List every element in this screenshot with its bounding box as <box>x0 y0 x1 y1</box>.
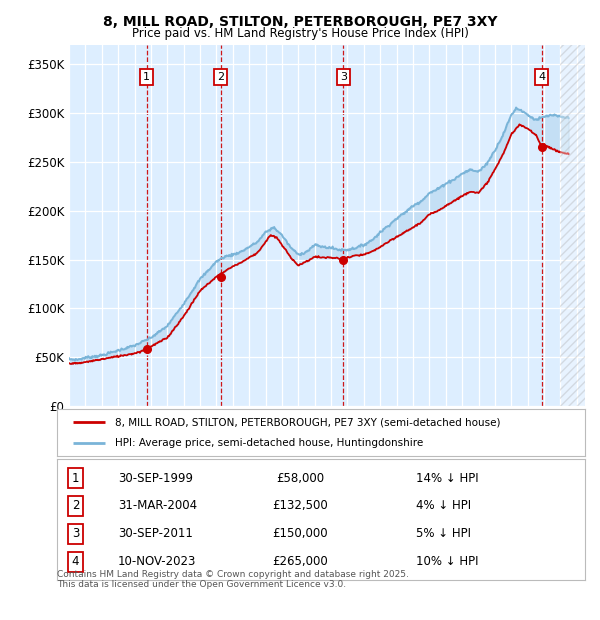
Text: Price paid vs. HM Land Registry's House Price Index (HPI): Price paid vs. HM Land Registry's House … <box>131 27 469 40</box>
Text: This data is licensed under the Open Government Licence v3.0.: This data is licensed under the Open Gov… <box>57 580 346 589</box>
Text: Contains HM Land Registry data © Crown copyright and database right 2025.: Contains HM Land Registry data © Crown c… <box>57 570 409 580</box>
Text: 2: 2 <box>72 500 79 513</box>
Text: 30-SEP-1999: 30-SEP-1999 <box>118 472 193 485</box>
Text: 3: 3 <box>72 527 79 540</box>
Text: £132,500: £132,500 <box>272 500 328 513</box>
Text: HPI: Average price, semi-detached house, Huntingdonshire: HPI: Average price, semi-detached house,… <box>115 438 424 448</box>
Text: 10% ↓ HPI: 10% ↓ HPI <box>416 555 479 568</box>
Text: 10-NOV-2023: 10-NOV-2023 <box>118 555 196 568</box>
Text: 3: 3 <box>340 72 347 82</box>
Text: £265,000: £265,000 <box>272 555 328 568</box>
Text: 31-MAR-2004: 31-MAR-2004 <box>118 500 197 513</box>
Text: 4: 4 <box>72 555 79 568</box>
Text: 2: 2 <box>217 72 224 82</box>
Text: 5% ↓ HPI: 5% ↓ HPI <box>416 527 471 540</box>
Bar <box>560 45 585 406</box>
Text: £58,000: £58,000 <box>276 472 324 485</box>
Text: 14% ↓ HPI: 14% ↓ HPI <box>416 472 479 485</box>
Text: 30-SEP-2011: 30-SEP-2011 <box>118 527 193 540</box>
Text: £150,000: £150,000 <box>272 527 328 540</box>
Text: 4% ↓ HPI: 4% ↓ HPI <box>416 500 471 513</box>
Text: 8, MILL ROAD, STILTON, PETERBOROUGH, PE7 3XY: 8, MILL ROAD, STILTON, PETERBOROUGH, PE7… <box>103 16 497 30</box>
Text: 4: 4 <box>538 72 545 82</box>
Text: 1: 1 <box>143 72 151 82</box>
Text: 8, MILL ROAD, STILTON, PETERBOROUGH, PE7 3XY (semi-detached house): 8, MILL ROAD, STILTON, PETERBOROUGH, PE7… <box>115 417 500 427</box>
Bar <box>560 45 585 406</box>
Text: 1: 1 <box>72 472 79 485</box>
